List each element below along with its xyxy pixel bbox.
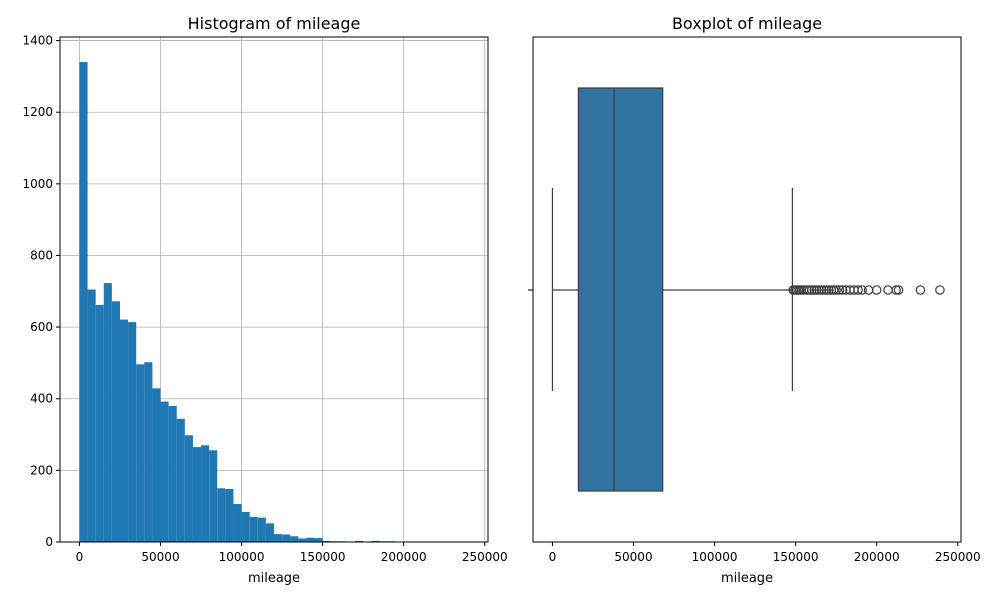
boxplot-outlier [816, 285, 827, 295]
boxplot-x-tick-label: 100000 [692, 550, 738, 564]
histogram-x-tick-label: 250000 [462, 550, 508, 564]
histogram-bar [265, 523, 274, 542]
histogram-bar [176, 418, 185, 542]
histogram-x-ticks: 0 50000 100000 150000 200000 250000 [76, 542, 508, 564]
histogram-y-tick-label: 200 [30, 463, 53, 477]
boxplot-x-tick-label: 0 [549, 550, 557, 564]
histogram-bar [371, 540, 380, 542]
histogram-bar [322, 540, 331, 542]
boxplot-box [577, 87, 664, 492]
histogram-bar [209, 450, 218, 542]
histogram-bar [119, 319, 129, 542]
boxplot-outlier [871, 285, 882, 295]
histogram-y-tick-label: 0 [45, 535, 53, 549]
histogram-y-ticks: 0 200 400 600 800 1000 1200 1400 [22, 34, 60, 549]
boxplot-outlier [863, 285, 874, 295]
histogram-bar [249, 516, 258, 542]
boxplot-outlier [883, 285, 893, 295]
histogram-x-tick-label: 100000 [219, 550, 265, 564]
histogram-bar [274, 534, 283, 542]
histogram-y-tick-label: 400 [30, 392, 53, 406]
histogram-bar [103, 283, 112, 542]
histogram-bar [95, 304, 104, 542]
histogram-bar [152, 388, 161, 542]
boxplot-x-tick-label: 50000 [614, 550, 652, 564]
histogram-bar [241, 511, 250, 542]
histogram-y-tick-label: 800 [30, 248, 53, 262]
histogram-bar [225, 488, 234, 542]
histogram-grid [60, 37, 488, 543]
boxplot-outlier [811, 285, 822, 295]
histogram-bar [298, 538, 307, 542]
histogram-bar [184, 435, 193, 542]
boxplot-x-tick-label: 250000 [935, 550, 981, 564]
boxplot-outlier [834, 285, 845, 295]
boxplot-outlier [853, 285, 863, 295]
boxplot-outlier [891, 285, 901, 295]
boxplot-outlier [821, 285, 832, 295]
boxplot-x-axis-label: mileage [721, 571, 773, 586]
histogram-x-tick-label: 200000 [381, 550, 427, 564]
histogram-y-tick-label: 1200 [22, 105, 53, 119]
histogram-bar [111, 301, 120, 542]
histogram-bar [306, 537, 315, 542]
histogram-frame [59, 36, 489, 543]
histogram-x-tick-label: 0 [76, 550, 84, 564]
histogram-bar [355, 540, 364, 542]
histogram-x-tick-label: 50000 [141, 550, 179, 564]
histogram-bar [233, 504, 242, 542]
boxplot-x-tick-label: 150000 [773, 550, 819, 564]
histogram-bar [192, 447, 202, 542]
boxplot-outlier [814, 285, 824, 295]
boxplot-outlier [935, 285, 945, 295]
histogram-x-tick-label: 150000 [300, 550, 346, 564]
histogram-bar [217, 488, 226, 542]
histogram-x-axis-label: mileage [248, 571, 300, 586]
boxplot-outlier [802, 285, 812, 295]
histogram-bars [79, 62, 469, 542]
boxplot-title: Boxplot of mileage [672, 14, 822, 33]
boxplot-outlier [837, 285, 848, 295]
histogram-title: Histogram of mileage [188, 14, 361, 33]
histogram-y-tick-label: 1000 [22, 177, 53, 191]
boxplot-outlier [804, 285, 815, 295]
boxplot-x-tick-label: 200000 [854, 550, 900, 564]
boxplot-outlier [819, 285, 829, 295]
histogram-bar [136, 364, 145, 542]
boxplot-outliers [788, 285, 945, 295]
histogram-bar [160, 401, 169, 542]
boxplot-outlier [807, 285, 817, 295]
histogram-panel: Histogram of mileage 0 50000 100000 150000 2… [22, 14, 507, 586]
boxplot-panel: Boxplot of mileage 0 50000 100000 150000 200… [528, 14, 981, 586]
boxplot-body [551, 87, 793, 492]
boxplot-outlier [915, 285, 926, 295]
histogram-y-tick-label: 600 [30, 320, 53, 334]
histogram-bar [168, 405, 177, 542]
histogram-bar [282, 534, 291, 542]
boxplot-x-ticks: 0 50000 100000 150000 200000 250000 [549, 542, 981, 564]
histogram-bar [257, 517, 266, 542]
boxplot-outlier [857, 285, 867, 295]
boxplot-outlier [809, 285, 820, 295]
boxplot-outlier [824, 285, 834, 295]
histogram-y-tick-label: 1400 [22, 34, 53, 48]
histogram-bar [290, 536, 299, 542]
histogram-bar [87, 289, 96, 542]
histogram-bar [128, 322, 137, 542]
boxplot-outlier [893, 285, 904, 295]
boxplot-outlier [831, 285, 841, 295]
histogram-bar [314, 538, 323, 542]
histogram-bar [201, 445, 210, 542]
histogram-bar [79, 62, 88, 542]
histogram-bar [144, 362, 153, 542]
